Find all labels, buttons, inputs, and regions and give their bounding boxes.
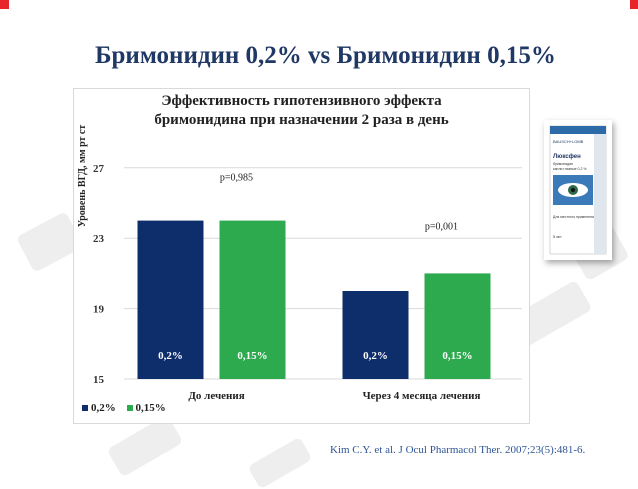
legend-swatch-0-2 bbox=[82, 405, 88, 412]
product-volume: 5 мл bbox=[553, 234, 562, 239]
product-company: BAUSCH+LOMB bbox=[553, 139, 584, 144]
p-value-annotation: p=0,985 bbox=[220, 173, 253, 184]
bar bbox=[342, 291, 409, 379]
bar-data-label: 0,15% bbox=[442, 350, 472, 362]
product-brand: Люксфен bbox=[553, 153, 581, 160]
y-tick-label: 15 bbox=[93, 374, 105, 386]
bar bbox=[219, 220, 286, 379]
slide-title: Бримонидин 0,2% vs Бримонидин 0,15% bbox=[95, 42, 556, 69]
chart-title-line-2: бримонидина при назначении 2 раза в день bbox=[154, 112, 449, 128]
product-line-3: Для местного применения bbox=[553, 215, 596, 219]
y-tick-label: 19 bbox=[93, 304, 105, 316]
chart-legend: 0,2% 0,15% bbox=[82, 402, 174, 414]
bar-chart: 15 19 23 27 0,2% 0,15% До лечения 0,2% 0,15% Чере… bbox=[93, 163, 522, 402]
product-line-1: бримонидин bbox=[553, 162, 573, 166]
left-corner-mark bbox=[0, 0, 9, 9]
bar-data-label: 0,2% bbox=[363, 350, 388, 362]
legend-swatch-0-15 bbox=[126, 405, 133, 412]
chart-container: Эффективность гипотензивного эффекта бри… bbox=[73, 88, 530, 424]
citation: Kim C.Y. et al. J Ocul Pharmacol Ther. 2… bbox=[330, 444, 586, 456]
x-category-label: Через 4 месяца лечения bbox=[363, 390, 481, 402]
legend-item-0-2: 0,2% bbox=[82, 402, 116, 414]
y-tick-label: 27 bbox=[93, 163, 105, 175]
y-tick-label: 23 bbox=[93, 233, 105, 245]
product-box-image: BAUSCH+LOMB Люксфен бримонидин капли гла… bbox=[544, 120, 612, 260]
bar bbox=[424, 273, 491, 379]
legend-label-0-2: 0,2% bbox=[91, 402, 116, 414]
bar-data-label: 0,2% bbox=[158, 350, 183, 362]
legend-label-0-15: 0,15% bbox=[135, 402, 166, 414]
right-corner-mark bbox=[630, 0, 638, 9]
product-line-2: капли глазные 0,2 % bbox=[553, 167, 587, 171]
chart-title: Эффективность гипотензивного эффекта бри… bbox=[74, 92, 529, 130]
product-box-drawing: BAUSCH+LOMB Люксфен бримонидин капли гла… bbox=[549, 125, 607, 255]
p-value-annotation: p=0,001 bbox=[425, 221, 458, 232]
chart-title-line-1: Эффективность гипотензивного эффекта bbox=[161, 93, 442, 109]
bar-data-label: 0,15% bbox=[237, 350, 267, 362]
legend-item-0-15: 0,15% bbox=[126, 402, 166, 414]
bg-decoration bbox=[247, 436, 313, 489]
bar bbox=[137, 220, 204, 379]
top-accent-bar bbox=[0, 0, 638, 9]
bg-decoration bbox=[106, 414, 184, 478]
x-category-label: До лечения bbox=[188, 390, 244, 402]
